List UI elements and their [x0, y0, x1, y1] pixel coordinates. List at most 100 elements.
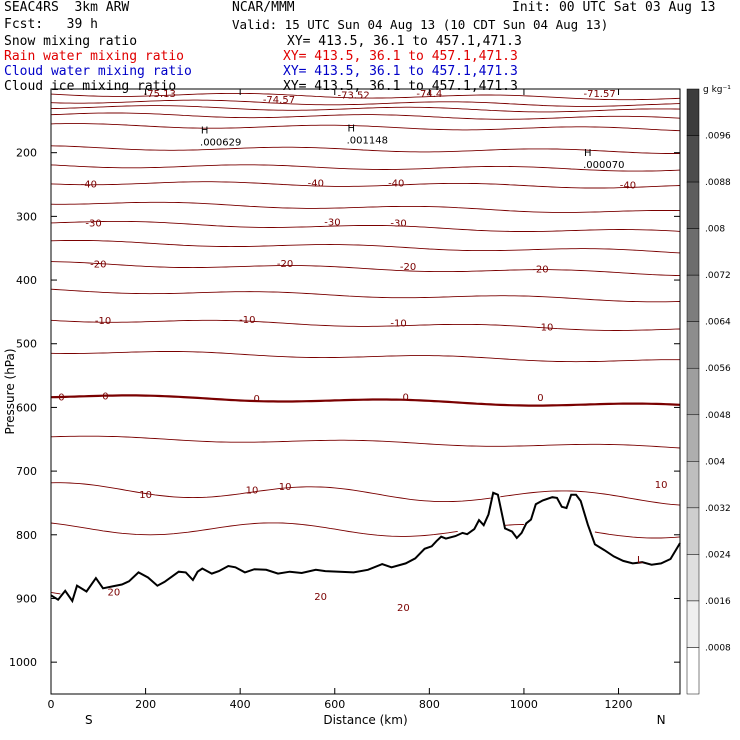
- y-tick-label: 300: [16, 210, 37, 223]
- field-cloudice-xy: XY= 413.5, 36.1 to 457.1,471.3: [283, 79, 518, 94]
- isotherm-line: [50, 319, 681, 331]
- extremum-value: .000070: [583, 160, 624, 171]
- isotherm-label: 10: [139, 490, 152, 501]
- isotherm-label: -74.57: [263, 95, 295, 106]
- terrain-line: [50, 491, 681, 604]
- isotherm-line: [50, 99, 681, 107]
- x-tick-label: 1200: [605, 698, 633, 711]
- plot-frame: [50, 88, 681, 695]
- colorbar-swatch: [686, 647, 700, 695]
- colorbar-label: .0048: [705, 411, 731, 421]
- field-rain-name: Rain water mixing ratio: [4, 49, 185, 64]
- y-tick-label: 500: [16, 338, 37, 351]
- colorbar-swatch: [686, 554, 700, 602]
- isotherm-line: [50, 112, 681, 120]
- extremum-symbol: H: [348, 124, 356, 135]
- isotherm-line: [50, 591, 61, 595]
- colorbar: .0096 .0088 .008 .0072 .0064 .0056 .0048 .004 .0…: [686, 88, 731, 695]
- colorbar-label: .0008: [705, 643, 731, 653]
- org-label: NCAR/MMM: [232, 0, 295, 15]
- isotherm-line: [50, 351, 680, 363]
- field-snow-xy: XY= 413.5, 36.1 to 457.1,471.3: [287, 34, 522, 49]
- y-tick-label: 900: [16, 592, 37, 605]
- colorbar-swatch: [686, 461, 700, 509]
- colorbar-swatch: [686, 321, 700, 369]
- isotherm-label: 0: [403, 393, 409, 404]
- isotherm-line: [50, 435, 681, 449]
- isotherm-label: 10: [655, 480, 668, 491]
- extremum-value: .001148: [347, 136, 388, 147]
- y-tick-label: 600: [16, 401, 37, 414]
- init-time: Init: 00 UTC Sat 03 Aug 13: [512, 0, 716, 15]
- isotherm-label: 20: [397, 603, 410, 614]
- isotherm-line: [50, 522, 681, 539]
- isotherm-label: 10: [246, 486, 259, 497]
- colorbar-label: .004: [705, 457, 725, 467]
- x-end-label-south: S: [85, 713, 93, 727]
- colorbar-swatch: [686, 228, 700, 276]
- colorbar-swatch: [686, 88, 700, 136]
- isotherm-label: -73.52: [338, 91, 370, 102]
- extremum-symbol: H: [201, 126, 209, 137]
- isotherm-line: [50, 394, 681, 407]
- isotherm-line: [50, 220, 681, 232]
- extremum-symbol: L: [637, 555, 643, 566]
- y-tick-label: 800: [16, 529, 37, 542]
- isotherm-line: [50, 201, 681, 213]
- isotherm-label: 0: [58, 393, 64, 404]
- isotherm-line: [50, 92, 681, 101]
- extremum-value: .000629: [200, 138, 241, 149]
- isotherm-label: 0: [254, 394, 260, 405]
- forecast-hour: Fcst: 39 h: [4, 17, 98, 32]
- contour-labels: -75.13-74.57 -73.52 -74.4 -71.57-40 -40 -40 -4…: [58, 89, 667, 614]
- isotherm-label: -20: [277, 259, 293, 270]
- isotherm-label: 10: [279, 482, 292, 493]
- isotherm-line: [50, 482, 681, 506]
- isotherm-label: -40: [308, 179, 324, 190]
- isotherm-label: -71.57: [583, 89, 615, 100]
- colorbar-swatch: [686, 367, 700, 416]
- colorbar-label: .008: [705, 225, 725, 235]
- isotherm-line: [50, 145, 680, 154]
- field-cloudwater-name: Cloud water mixing ratio: [4, 64, 192, 79]
- isotherm-label: -20: [400, 262, 416, 273]
- y-tick-label: 200: [16, 147, 37, 160]
- isotherm-line: [50, 240, 681, 254]
- field-rain-xy: XY= 413.5, 36.1 to 457.1,471.3: [283, 49, 518, 64]
- extremum-symbol: H: [584, 148, 592, 159]
- model-line: SEAC4RS 3km ARW: [4, 0, 130, 15]
- isotherm-label: -30: [390, 219, 406, 230]
- isotherm-line: [50, 105, 681, 113]
- colorbar-unit: g kg⁻¹: [703, 85, 731, 95]
- isotherm-label: -40: [388, 179, 404, 190]
- isotherm-label: -40: [81, 179, 97, 190]
- isotherm-label: -30: [324, 217, 340, 228]
- colorbar-label: .0024: [705, 550, 731, 560]
- y-axis-label: Pressure (hPa): [3, 348, 17, 434]
- isotherm-label: -20: [532, 265, 548, 276]
- isotherm-label: -10: [95, 316, 111, 327]
- colorbar-swatch: [686, 600, 700, 648]
- isotherm-label: -10: [537, 323, 553, 334]
- isotherm-label: 0: [537, 393, 543, 404]
- colorbar-swatch: [686, 135, 700, 183]
- colorbar-label: .0088: [705, 178, 731, 188]
- field-cloudwater-xy: XY= 413.5, 36.1 to 457.1,471.3: [283, 64, 518, 79]
- x-end-label-north: N: [657, 713, 666, 727]
- y-tick-label: 1000: [9, 656, 37, 669]
- colorbar-swatch: [686, 507, 700, 555]
- colorbar-label: .0064: [705, 318, 731, 328]
- colorbar-label: .0072: [705, 271, 731, 281]
- isotherm-label: -30: [85, 219, 101, 230]
- x-tick-label: 0: [48, 698, 55, 711]
- isotherm-label: 0: [102, 391, 108, 402]
- y-tick-label: 700: [16, 465, 37, 478]
- x-axis-ticks: 0 200 400 600 800 1000 1200: [48, 89, 633, 711]
- isotherm-label: 20: [108, 587, 121, 598]
- isotherm-label: -75.13: [144, 89, 176, 100]
- y-tick-label: 400: [16, 274, 37, 287]
- terrain-outline: [50, 491, 681, 604]
- isotherm-label: -40: [620, 181, 636, 192]
- field-cloudice-name: Cloud ice mixing ratio: [4, 79, 177, 94]
